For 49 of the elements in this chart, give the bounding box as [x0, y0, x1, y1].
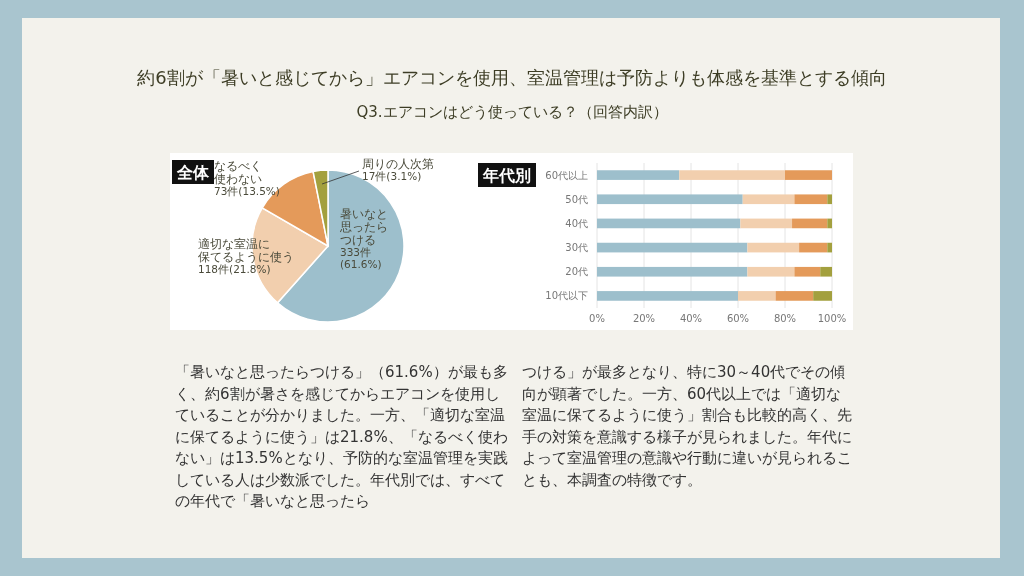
y-tick-label: 50代: [565, 193, 588, 205]
bar: [597, 170, 680, 180]
bar: [827, 242, 832, 253]
text: Q3.エアコンはどう使っている？（回答内訳）: [356, 103, 668, 121]
y-tick-label: 10代以下: [545, 290, 588, 302]
text: 「暑いなと思ったらつける」（61.6%）が最も多く、約6割が暑さを感じてからエアコンを使用していることが分かりました。一方、「適切な室温に保てるように使う」は21.8%、「なるべく使わない」は13.5%となり、予防的な室温管理を実践している人は少数派でした。年代別では、すべての年代で「暑いなと思ったら: [175, 363, 508, 510]
bar: [799, 242, 828, 253]
bar: [747, 242, 800, 253]
bar: [597, 266, 748, 277]
bar: [775, 291, 814, 301]
y-tick-label: 20代: [565, 266, 588, 278]
bar: [740, 218, 793, 229]
x-tick-label: 0%: [589, 313, 605, 324]
x-tick-label: 40%: [679, 313, 703, 324]
bar: [679, 170, 785, 180]
bar: [742, 194, 795, 205]
bar: [597, 291, 738, 301]
y-tick-label: 40代: [565, 217, 588, 229]
text: つける」が最多となり、特に30～40代でその傾向が顕著でした。一方、60代以上では「適切な室温に保てるように使う」割合も比較的高く、先手の対策を意識する様子が見られました。年代によって室温管理の意識や行動に違いが見られることも、本調査の特徴です。: [522, 363, 852, 489]
slice-label: 適切な室温に保てるように使う: [198, 237, 294, 264]
y-tick-label: 60代以上: [545, 169, 588, 181]
bar: [794, 266, 821, 277]
chart-title: 全体: [176, 163, 210, 182]
bar: [597, 218, 741, 229]
x-tick-label: 80%: [773, 313, 797, 324]
bar: [827, 194, 832, 205]
y-tick-label: 30代: [565, 242, 588, 254]
data-label: 73件(13.5%): [214, 185, 280, 197]
x-tick-label: 100%: [817, 313, 847, 324]
x-tick-label: 60%: [726, 313, 750, 324]
chart-title: 年代別: [482, 166, 531, 185]
data-label: 333件(61.6%): [340, 246, 382, 270]
data-label: 17件(3.1%): [362, 170, 422, 182]
x-tick-label: 20%: [632, 313, 656, 324]
slice-label: 周りの人次第: [362, 157, 434, 171]
bar: [747, 266, 795, 277]
bar: [794, 194, 828, 205]
slice-label: なるべく使わない: [214, 159, 262, 186]
bar: [813, 291, 832, 301]
text: 約6割が「暑いと感じてから」エアコンを使用、室温管理は予防よりも体感を基準とする傾向: [137, 67, 887, 88]
bar: [792, 218, 828, 229]
bar: [785, 170, 832, 180]
bar: [597, 242, 748, 253]
data-label: 118件(21.8%): [198, 263, 271, 275]
bar: [827, 218, 832, 229]
slice-label: 暑いなと思ったらつける: [339, 207, 388, 247]
bar: [820, 266, 832, 277]
bar: [738, 291, 776, 301]
bar: [597, 194, 743, 205]
